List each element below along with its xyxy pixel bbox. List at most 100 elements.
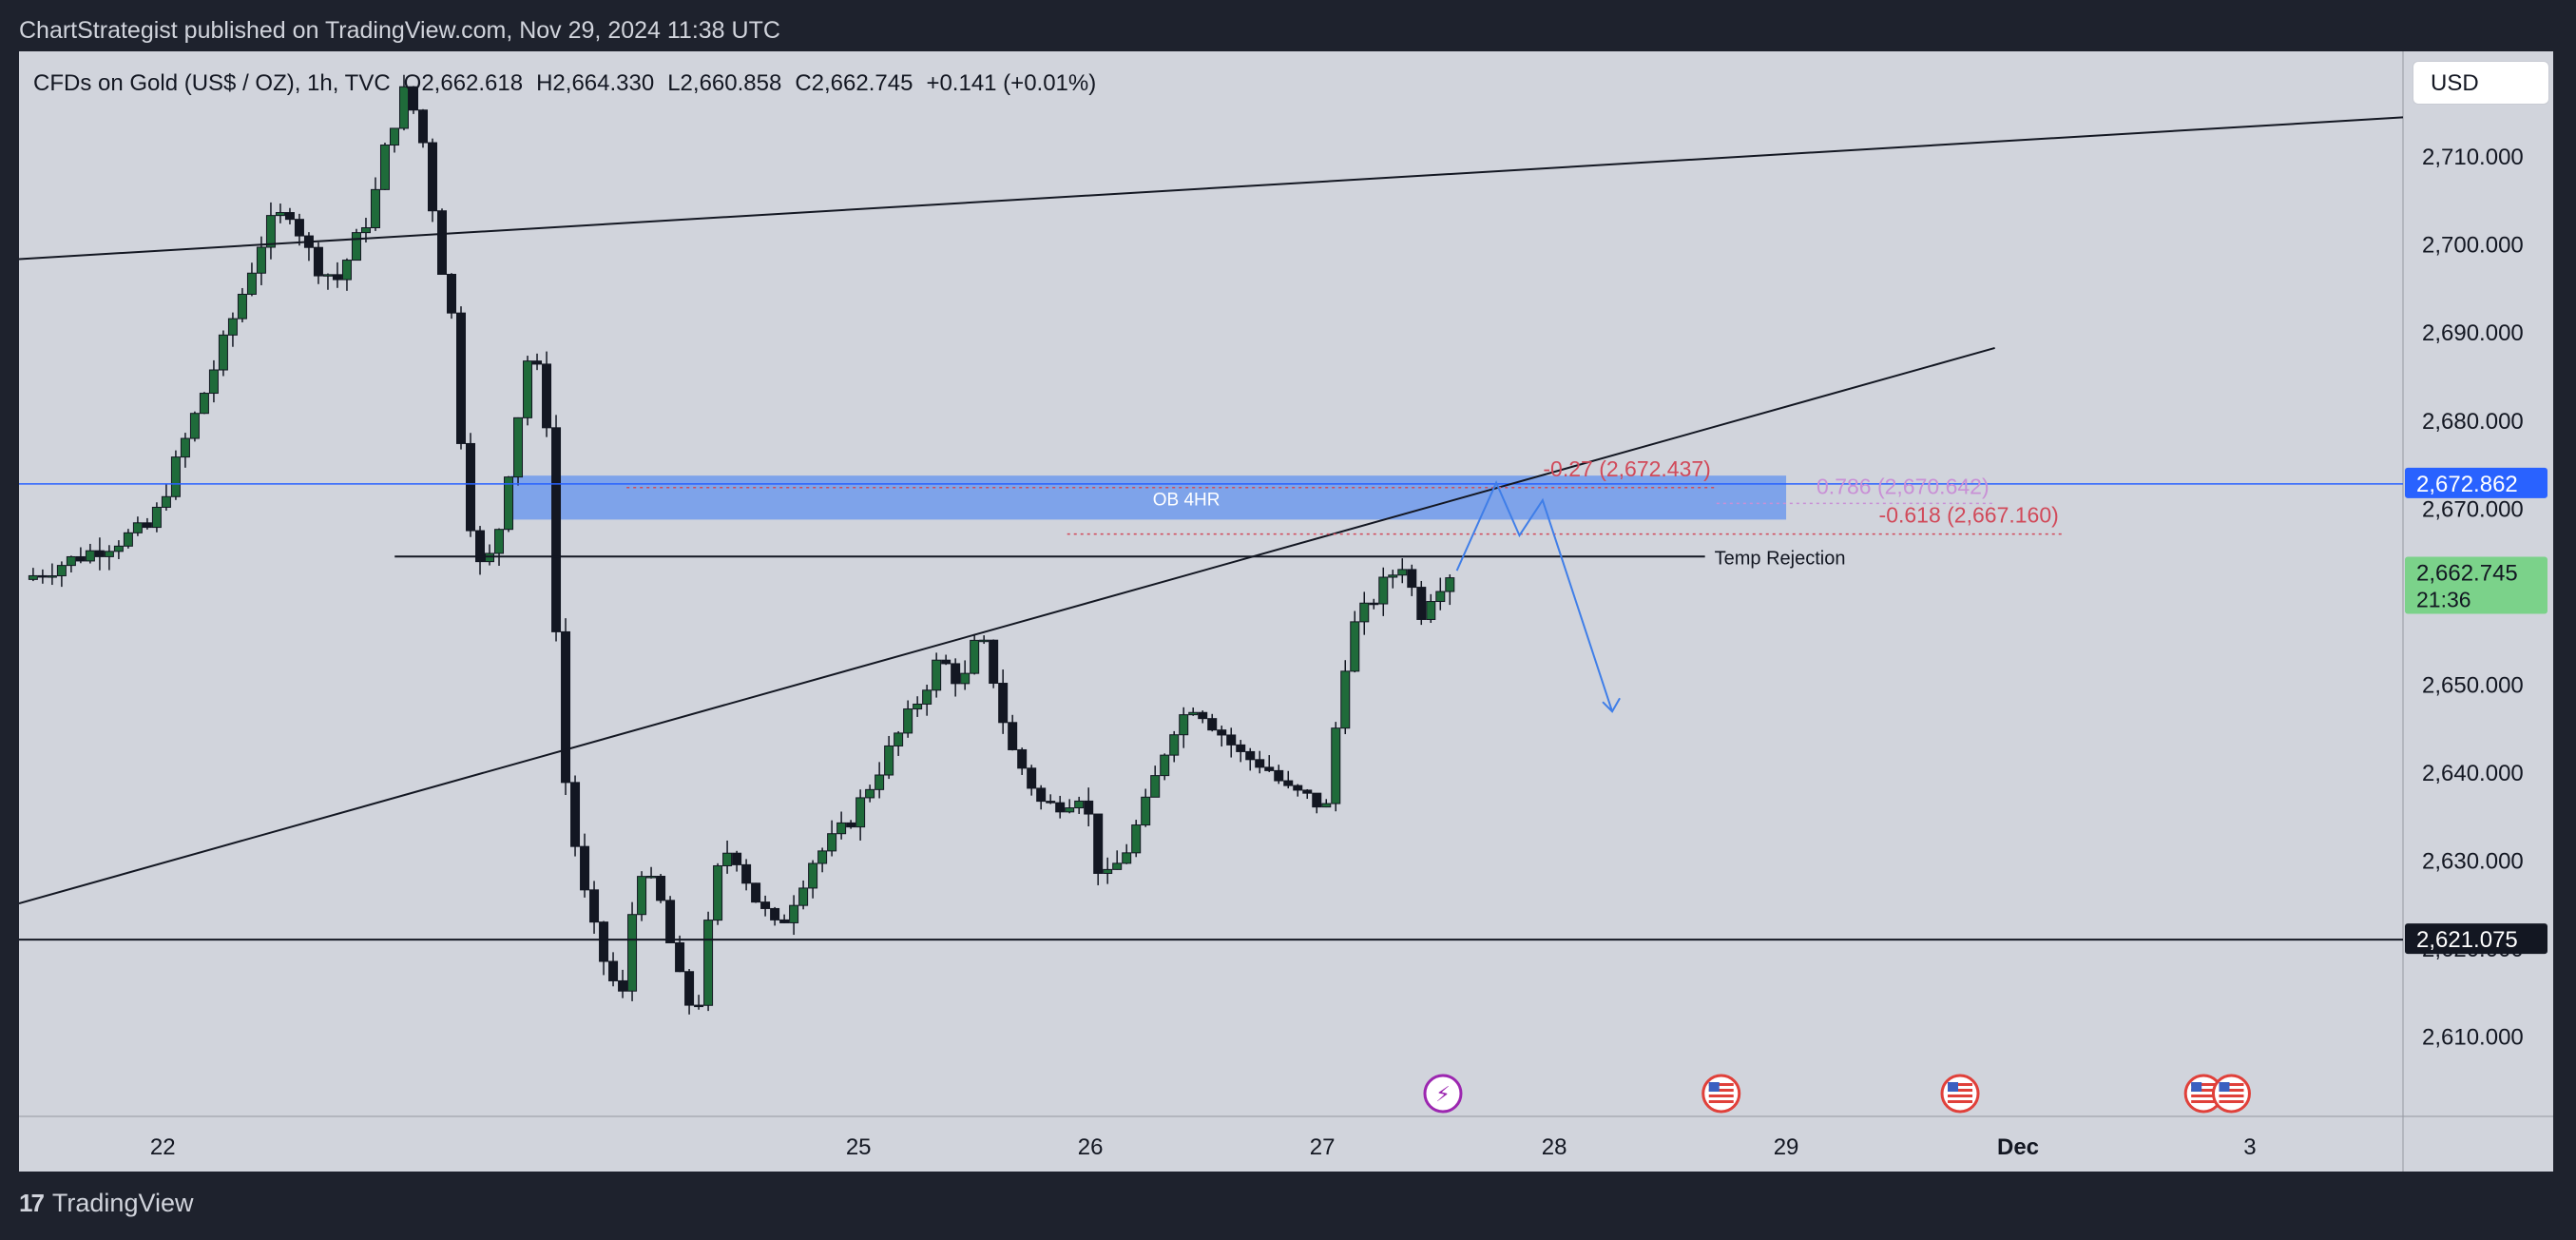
horizontal-line-label: Temp Rejection — [1715, 548, 1846, 569]
candle-body — [1445, 577, 1455, 592]
candle-body — [732, 852, 742, 865]
candle-body — [903, 708, 913, 734]
candle-body — [436, 210, 447, 275]
candle-body — [894, 732, 904, 746]
candle-body — [504, 476, 514, 531]
time-tick-label: 25 — [846, 1134, 872, 1160]
candle-body — [713, 864, 723, 921]
flag-stripe-icon — [2219, 1083, 2244, 1086]
candle-body — [608, 960, 619, 981]
candle-body — [1150, 775, 1161, 798]
candle-body — [1321, 803, 1332, 808]
candle-body — [1169, 734, 1180, 756]
candle-body — [1407, 569, 1417, 589]
candle-body — [494, 529, 505, 554]
price-tag-value: 2,672.862 — [2416, 472, 2518, 497]
candle-body — [275, 212, 285, 217]
candle-body — [1283, 780, 1294, 786]
candle-body — [456, 312, 467, 444]
candle-body — [1416, 587, 1427, 620]
candle-body — [836, 822, 847, 835]
symbol-label[interactable]: CFDs on Gold (US$ / OZ), 1h, TVC — [33, 70, 391, 96]
candle-body — [913, 703, 923, 710]
candle-body — [1331, 727, 1341, 804]
candle-body — [1112, 862, 1123, 870]
price-tick-label: 2,630.000 — [2422, 849, 2524, 875]
price-tag-value: 2,662.745 — [2416, 560, 2518, 586]
change-value: +0.141 (+0.01%) — [926, 70, 1097, 96]
fib-level-label: 0.786 (2,670.642) — [1817, 474, 1990, 498]
time-tick-label: Dec — [1997, 1134, 2039, 1160]
candle-body — [389, 127, 399, 146]
flag-stripe-icon — [1948, 1089, 1973, 1092]
candle-body — [227, 318, 238, 336]
candle-body — [1141, 796, 1151, 826]
candle-body — [846, 822, 856, 828]
flag-stripe-icon — [1948, 1083, 1973, 1086]
candle-body — [1131, 824, 1142, 854]
flag-canton-icon — [1708, 1082, 1720, 1092]
candle-body — [951, 663, 961, 685]
candle-body — [1008, 722, 1018, 750]
flag-stripe-icon — [2191, 1095, 2217, 1097]
candle-body — [770, 907, 780, 920]
candle-body — [1188, 711, 1199, 716]
footer-brand[interactable]: TradingView — [51, 1189, 194, 1217]
price-chart[interactable]: OB 4HR Temp Rejection -0.27 (2,672.437) 0.7… — [19, 51, 2553, 1172]
candle-body — [427, 142, 437, 212]
candle-body — [1074, 800, 1085, 809]
price-tick-label: 2,670.000 — [2422, 496, 2524, 522]
candle-body — [1084, 800, 1094, 815]
candle-body — [1236, 744, 1246, 752]
currency-selector[interactable]: USD — [2413, 61, 2549, 105]
candle-body — [265, 215, 276, 248]
candle-body — [551, 427, 562, 632]
candle-body — [1226, 734, 1237, 746]
candle-body — [599, 921, 609, 962]
candle-body — [675, 941, 685, 973]
flag-stripe-icon — [2219, 1089, 2244, 1092]
candle-body — [703, 920, 714, 1006]
candle-body — [379, 145, 390, 190]
footer: 17 TradingView — [19, 1189, 194, 1218]
candle-body — [1274, 769, 1284, 782]
candle-body — [75, 555, 86, 562]
candle-body — [570, 782, 581, 847]
candle-body — [789, 904, 799, 923]
chart-panel[interactable]: OB 4HR Temp Rejection -0.27 (2,672.437) 0.7… — [19, 51, 2553, 1172]
flag-stripe-icon — [2191, 1089, 2217, 1092]
candle-body — [1435, 591, 1446, 603]
candle-body — [722, 852, 733, 866]
candle-body — [960, 672, 971, 685]
time-tick-label: 27 — [1310, 1134, 1336, 1160]
candle-body — [1255, 759, 1265, 768]
candle-body — [941, 659, 952, 665]
candle-body — [694, 1004, 704, 1008]
candle-body — [294, 219, 304, 237]
flag-stripe-icon — [2219, 1100, 2244, 1103]
candle-body — [417, 109, 428, 144]
ohlc-legend: CFDs on Gold (US$ / OZ), 1h, TVC O2,662.6… — [33, 70, 1109, 97]
candle-body — [1036, 787, 1047, 803]
candle-body — [532, 360, 543, 365]
time-tick-label: 28 — [1542, 1134, 1567, 1160]
candle-body — [1359, 602, 1370, 623]
candle-body — [237, 293, 247, 320]
high-value: H2,664.330 — [536, 70, 655, 96]
candle-body — [341, 260, 352, 281]
candle-body — [970, 639, 980, 674]
candle-body — [1122, 852, 1132, 864]
time-tick-label: 22 — [150, 1134, 176, 1160]
candle-body — [627, 914, 638, 992]
candle-body — [884, 745, 894, 776]
candle-body — [466, 442, 476, 532]
candle-body — [246, 272, 257, 295]
flag-stripe-icon — [1708, 1083, 1734, 1086]
candle-body — [1350, 621, 1360, 672]
candle-body — [542, 363, 552, 429]
price-tag-green — [2405, 556, 2547, 614]
candle-body — [684, 971, 695, 1006]
candle-body — [256, 246, 266, 274]
candle-body — [28, 574, 38, 580]
time-tick-label: 26 — [1078, 1134, 1104, 1160]
